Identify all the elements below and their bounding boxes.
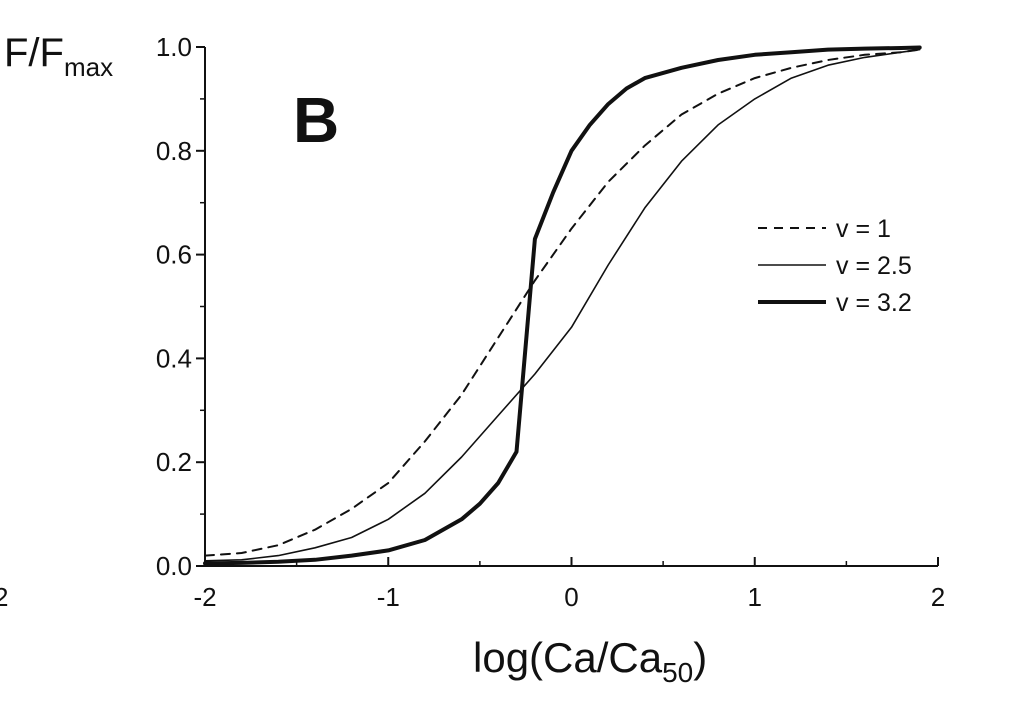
x-tick-label: 2 xyxy=(931,582,945,612)
x-ticks: -2 -1 0 1 2 xyxy=(193,557,945,612)
series-lines xyxy=(203,45,922,566)
y-axis-label-subscript: max xyxy=(64,52,113,82)
x-axis-label-end: ) xyxy=(693,634,707,681)
x-tick-label: -1 xyxy=(377,582,400,612)
x-axis-label: log(Ca/Ca50) xyxy=(473,634,707,688)
y-tick-label: 0.6 xyxy=(156,240,192,270)
cropped-tick-fragment: 2 xyxy=(0,582,8,612)
x-axis-label-main: log(Ca/Ca xyxy=(473,634,663,681)
x-tick-label: 1 xyxy=(748,582,762,612)
series-line-v-1 xyxy=(204,48,921,557)
x-tick-label: 0 xyxy=(564,582,578,612)
legend-label: v = 3.2 xyxy=(836,289,912,317)
x-tick-label: -2 xyxy=(193,582,216,612)
y-ticks: 0.0 0.2 0.4 0.6 0.8 1.0 xyxy=(156,32,205,581)
x-axis-label-subscript: 50 xyxy=(662,657,693,688)
series-line-v-2-5 xyxy=(204,48,921,562)
y-tick-label: 0.2 xyxy=(156,447,192,477)
y-tick-label: 0.8 xyxy=(156,136,192,166)
y-tick-label: 1.0 xyxy=(156,32,192,62)
y-tick-label: 0.0 xyxy=(156,551,192,581)
panel-label: B xyxy=(293,84,339,156)
y-axis-label-main: F/F xyxy=(4,31,64,75)
legend-label: v = 1 xyxy=(836,215,891,243)
y-axis-label: F/Fmax xyxy=(4,31,113,82)
axes: -2 -1 0 1 2 0.0 0.2 0.4 0.6 0.8 1.0 xyxy=(156,32,945,612)
legend: v = 1 v = 2.5 v = 3.2 xyxy=(758,215,912,317)
y-tick-label: 0.4 xyxy=(156,343,192,373)
legend-label: v = 2.5 xyxy=(836,252,912,280)
series-line-v-3-2 xyxy=(203,45,922,566)
